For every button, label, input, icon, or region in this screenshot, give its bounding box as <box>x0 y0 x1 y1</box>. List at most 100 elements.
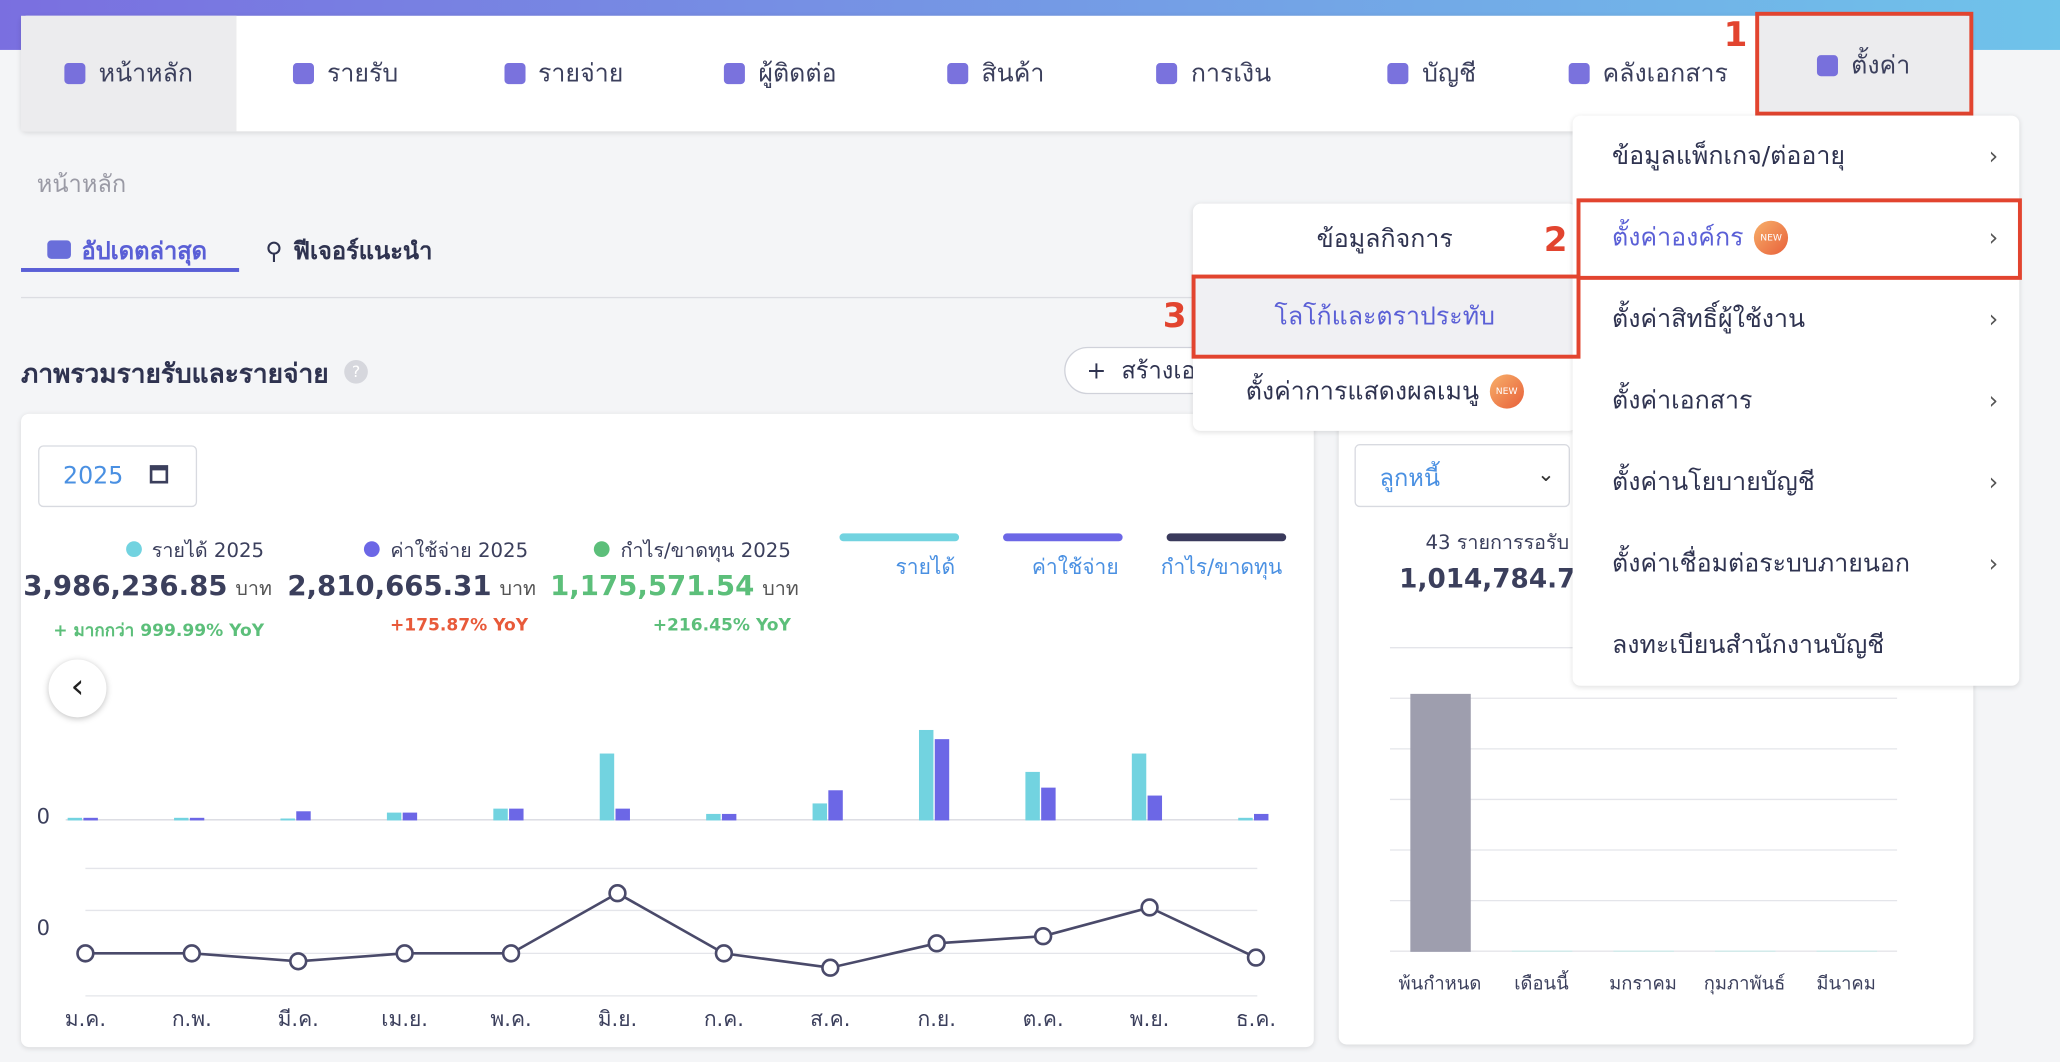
bar <box>1238 817 1253 821</box>
bar <box>83 817 98 821</box>
x-tick-label: ธ.ค. <box>1236 1006 1276 1031</box>
unit: บาท <box>235 576 272 601</box>
menu-label: ลงทะเบียนสำนักงานบัญชี <box>1612 630 1885 660</box>
tab-underline <box>21 268 240 272</box>
bar <box>721 813 737 821</box>
nav-label: คลังเอกสาร <box>1602 59 1728 89</box>
highlight-box <box>1576 198 2022 280</box>
x-tick-label: มิ.ย. <box>598 1006 638 1031</box>
prev-button[interactable]: ‹ <box>48 659 107 718</box>
submenu-item[interactable]: โลโก้และตราประทับ <box>1192 277 1577 357</box>
x-tick-label: มีนาคม <box>1816 973 1875 994</box>
nav-label: บัญชี <box>1422 59 1477 89</box>
legend-dot <box>364 541 380 558</box>
menu-item[interactable]: ตั้งค่านโยบายบัญชี › <box>1573 441 2020 522</box>
chevron: › <box>1988 142 1999 171</box>
new-badge: NEW <box>1489 374 1524 409</box>
bar <box>1254 813 1269 821</box>
bar <box>509 808 524 821</box>
nav-label: หน้าหลัก <box>98 59 194 89</box>
y-tick-label: 0 <box>37 915 50 940</box>
summary-label: กำไร/ขาดทุน 2025 <box>528 535 791 567</box>
menu-label: ข้อมูลแพ็กเกจ/ต่ออายุ <box>1612 141 1845 171</box>
point <box>1033 927 1053 946</box>
summary-label: รายได้ 2025 <box>1 535 264 567</box>
bar <box>1131 753 1147 821</box>
submenu-label: ข้อมูลกิจการ <box>1316 224 1453 254</box>
nav-item[interactable]: รายจ่าย <box>455 16 673 132</box>
bar <box>493 808 508 821</box>
summary-label-text: รายได้ 2025 <box>151 538 265 563</box>
nav-active-bg <box>21 15 237 132</box>
menu-label: ตั้งค่าองค์กร <box>1612 223 1744 253</box>
menu-item[interactable]: ลงทะเบียนสำนักงานบัญชี <box>1573 604 2020 685</box>
new-badge: NEW <box>1754 220 1789 255</box>
bar <box>599 753 615 821</box>
nav-item[interactable]: ผู้ติดต่อ <box>673 16 888 132</box>
pending-total: 1,014,784.75 <box>1399 562 1594 594</box>
point <box>927 934 946 953</box>
nav-item[interactable]: การเงิน <box>1104 16 1325 132</box>
bar <box>918 729 934 821</box>
menu-item[interactable]: ตั้งค่าเอกสาร › <box>1573 360 2020 441</box>
summary-amount: 1,175,571.54 บาท <box>457 570 799 604</box>
menu-label: ตั้งค่าสิทธิ์ผู้ใช้งาน <box>1612 304 1806 334</box>
nav-settings-bg <box>1756 15 1971 115</box>
point <box>1140 898 1159 917</box>
nav-item[interactable]: สินค้า <box>888 16 1103 132</box>
summary-label-text: กำไร/ขาดทุน 2025 <box>620 538 791 563</box>
bar <box>280 818 295 821</box>
highlight-box <box>1191 274 1581 359</box>
nav-label: รายรับ <box>326 59 399 89</box>
select-label: ลูกหนี้ <box>1379 465 1441 493</box>
menu-item[interactable]: ข้อมูลแพ็กเกจ/ต่ออายุ › <box>1573 116 2020 197</box>
x-tick-label: ก.ค. <box>704 1006 744 1031</box>
bar <box>706 813 721 821</box>
nav-label: สินค้า <box>981 59 1045 89</box>
chevron: › <box>1988 468 1999 496</box>
submenu-label: โลโก้และตราประทับ <box>1274 302 1496 332</box>
line <box>85 891 1257 970</box>
nav-item[interactable]: คลังเอกสาร <box>1540 16 1757 132</box>
x-tick-label: มี.ค. <box>278 1006 319 1031</box>
year-label: 2025 <box>63 462 124 491</box>
nav-label: รายจ่าย <box>538 59 624 89</box>
annotation: 3 <box>1162 296 1187 337</box>
chevron: ⌄ <box>1537 461 1555 487</box>
menu-item[interactable]: ตั้งค่าเชื่อมต่อระบบภายนอก › <box>1573 523 2020 604</box>
nav-item[interactable]: ตั้งค่า <box>1757 16 1971 115</box>
nav-item[interactable]: บัญชี <box>1324 16 1539 132</box>
settings-menu: ข้อมูลแพ็กเกจ/ต่ออายุ › ตั้งค่าองค์กร NEW › ต… <box>1572 115 2020 686</box>
legend-dot <box>594 541 611 558</box>
bar <box>1147 795 1163 821</box>
bar <box>296 811 311 821</box>
nav-item[interactable]: รายรับ <box>236 16 454 132</box>
tab[interactable]: ⚲ ฟีเจอร์แนะนำ <box>265 237 433 266</box>
x-tick-label: ต.ค. <box>1023 1006 1064 1031</box>
x-tick-label: ม.ค. <box>65 1006 106 1031</box>
submenu-item[interactable]: ตั้งค่าการแสดงผลเมนู NEW <box>1193 356 1577 427</box>
bar <box>386 812 402 821</box>
nav-label: ตั้งค่า <box>1851 50 1911 80</box>
receivables-select[interactable]: ลูกหนี้ ⌄ <box>1354 444 1570 508</box>
y-tick-label: 0 <box>37 804 50 829</box>
org-submenu: ข้อมูลกิจการโลโก้และตราประทับตั้งค่าการแ… <box>1192 203 1577 431</box>
nav-icon <box>947 63 969 85</box>
nav-item[interactable]: หน้าหลัก <box>21 16 236 132</box>
submenu-item[interactable]: ข้อมูลกิจการ <box>1193 204 1577 275</box>
x-tick-label: ก.พ. <box>172 1006 212 1031</box>
unit: บาท <box>762 576 799 601</box>
nav-icon <box>292 63 314 85</box>
calendar-icon <box>149 465 169 484</box>
point <box>289 952 308 971</box>
summary-amount: 2,810,665.31 บาท <box>194 570 536 604</box>
point <box>395 944 414 963</box>
nav-icon <box>1156 63 1178 85</box>
tab[interactable]: อัปเดตล่าสุด <box>47 231 207 269</box>
year-picker[interactable]: 2025 <box>38 445 198 508</box>
menu-item[interactable]: ตั้งค่าสิทธิ์ผู้ใช้งาน › <box>1573 279 2020 360</box>
chevron: › <box>1988 223 1999 252</box>
breadcrumb: หน้าหลัก <box>36 170 127 199</box>
help-icon[interactable]: ? <box>344 359 368 384</box>
menu-item[interactable]: ตั้งค่าองค์กร NEW › <box>1573 197 2020 278</box>
